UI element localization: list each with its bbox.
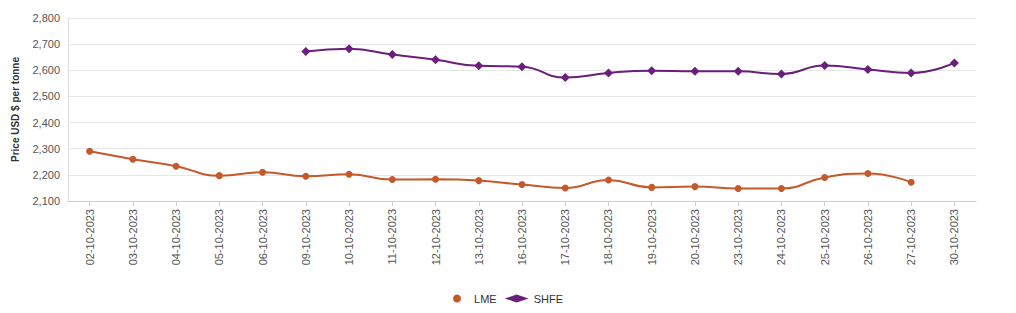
- svg-text:16-10-2023: 16-10-2023: [516, 209, 528, 265]
- svg-text:11-10-2023: 11-10-2023: [386, 209, 398, 264]
- svg-text:LME: LME: [474, 293, 497, 305]
- svg-text:18-10-2023: 18-10-2023: [602, 209, 614, 265]
- svg-text:26-10-2023: 26-10-2023: [862, 209, 874, 265]
- svg-text:24-10-2023: 24-10-2023: [775, 209, 787, 265]
- svg-text:20-10-2023: 20-10-2023: [689, 209, 701, 265]
- svg-text:2,400: 2,400: [32, 117, 60, 129]
- svg-text:13-10-2023: 13-10-2023: [473, 209, 485, 265]
- svg-text:23-10-2023: 23-10-2023: [732, 209, 744, 265]
- svg-text:19-10-2023: 19-10-2023: [646, 209, 658, 265]
- svg-text:Price USD $ per tonne: Price USD $ per tonne: [10, 57, 21, 162]
- svg-text:2,100: 2,100: [32, 195, 60, 207]
- svg-text:09-10-2023: 09-10-2023: [300, 209, 312, 265]
- svg-text:2,600: 2,600: [32, 64, 60, 76]
- svg-text:03-10-2023: 03-10-2023: [127, 209, 139, 265]
- svg-text:02-10-2023: 02-10-2023: [84, 209, 96, 265]
- svg-text:04-10-2023: 04-10-2023: [170, 209, 182, 265]
- svg-text:SHFE: SHFE: [534, 293, 563, 305]
- svg-text:17-10-2023: 17-10-2023: [559, 209, 571, 265]
- svg-text:25-10-2023: 25-10-2023: [819, 209, 831, 265]
- svg-text:2,300: 2,300: [32, 143, 60, 155]
- svg-text:06-10-2023: 06-10-2023: [257, 209, 269, 265]
- svg-text:27-10-2023: 27-10-2023: [905, 209, 917, 265]
- svg-text:10-10-2023: 10-10-2023: [343, 209, 355, 265]
- svg-text:05-10-2023: 05-10-2023: [213, 209, 225, 265]
- svg-text:2,800: 2,800: [32, 12, 60, 24]
- svg-text:2,700: 2,700: [32, 38, 60, 50]
- svg-text:2,500: 2,500: [32, 90, 60, 102]
- svg-text:2,200: 2,200: [32, 169, 60, 181]
- svg-text:30-10-2023: 30-10-2023: [948, 209, 960, 265]
- svg-text:12-10-2023: 12-10-2023: [430, 209, 442, 265]
